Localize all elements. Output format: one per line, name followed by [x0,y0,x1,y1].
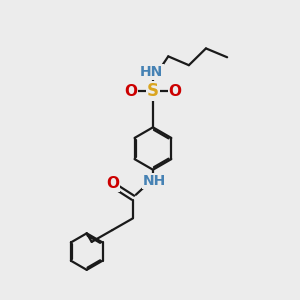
Text: S: S [147,82,159,100]
Text: HN: HN [140,65,163,79]
Text: O: O [169,84,182,99]
Text: O: O [124,84,137,99]
Text: O: O [107,176,120,191]
Text: NH: NH [143,174,166,188]
